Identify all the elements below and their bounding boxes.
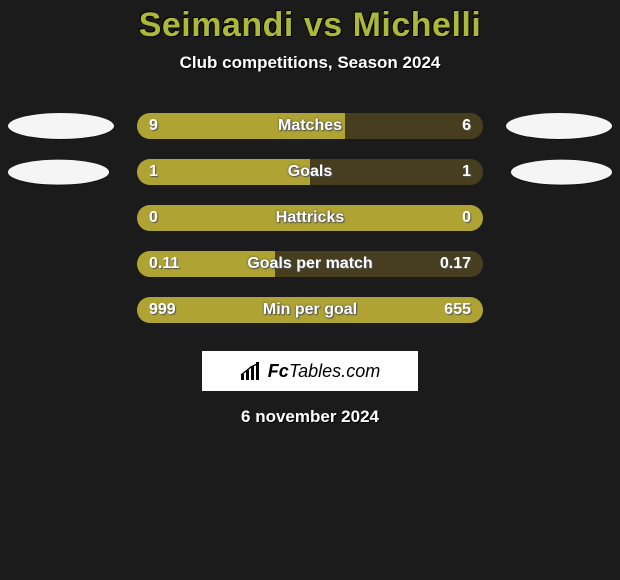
stat-row: 00Hattricks bbox=[0, 195, 620, 241]
player-right-marker bbox=[506, 113, 612, 139]
comparison-card: Seimandi vs Michelli Club competitions, … bbox=[0, 0, 620, 580]
stat-bar-left-seg bbox=[137, 113, 345, 139]
player-left-name: Seimandi bbox=[139, 6, 294, 44]
stat-row: 11Goals bbox=[0, 149, 620, 195]
stat-bar-right-seg bbox=[345, 113, 483, 139]
stat-row: 999655Min per goal bbox=[0, 287, 620, 333]
brand-bold: Fc bbox=[268, 361, 289, 381]
stat-rows: 96Matches 11Goals 00Hattricks 0.110.17Goals… bbox=[0, 103, 620, 333]
brand-rest: Tables.com bbox=[289, 361, 380, 381]
stat-bar-left-seg bbox=[137, 205, 483, 231]
stat-bar: 11Goals bbox=[137, 159, 483, 185]
page-title: Seimandi vs Michelli bbox=[0, 0, 620, 45]
stat-bar: 0.110.17Goals per match bbox=[137, 251, 483, 277]
player-left-marker bbox=[8, 160, 109, 185]
stat-bar: 00Hattricks bbox=[137, 205, 483, 231]
title-vs: vs bbox=[294, 6, 353, 44]
subtitle: Club competitions, Season 2024 bbox=[0, 53, 620, 73]
stat-bar-left-seg bbox=[137, 297, 483, 323]
stat-bar-right-seg bbox=[275, 251, 483, 277]
stat-row: 0.110.17Goals per match bbox=[0, 241, 620, 287]
stat-bar-left-seg bbox=[137, 251, 275, 277]
stat-row: 96Matches bbox=[0, 103, 620, 149]
brand-badge[interactable]: FcTables.com bbox=[202, 351, 418, 391]
stat-bar-left-seg bbox=[137, 159, 310, 185]
player-left-marker bbox=[8, 113, 114, 139]
stat-bar: 96Matches bbox=[137, 113, 483, 139]
player-right-name: Michelli bbox=[353, 6, 482, 44]
brand-text: FcTables.com bbox=[268, 361, 380, 382]
bar-chart-icon bbox=[240, 362, 262, 380]
player-right-marker bbox=[511, 160, 612, 185]
stat-bar: 999655Min per goal bbox=[137, 297, 483, 323]
date-text: 6 november 2024 bbox=[0, 407, 620, 427]
stat-bar-right-seg bbox=[310, 159, 483, 185]
